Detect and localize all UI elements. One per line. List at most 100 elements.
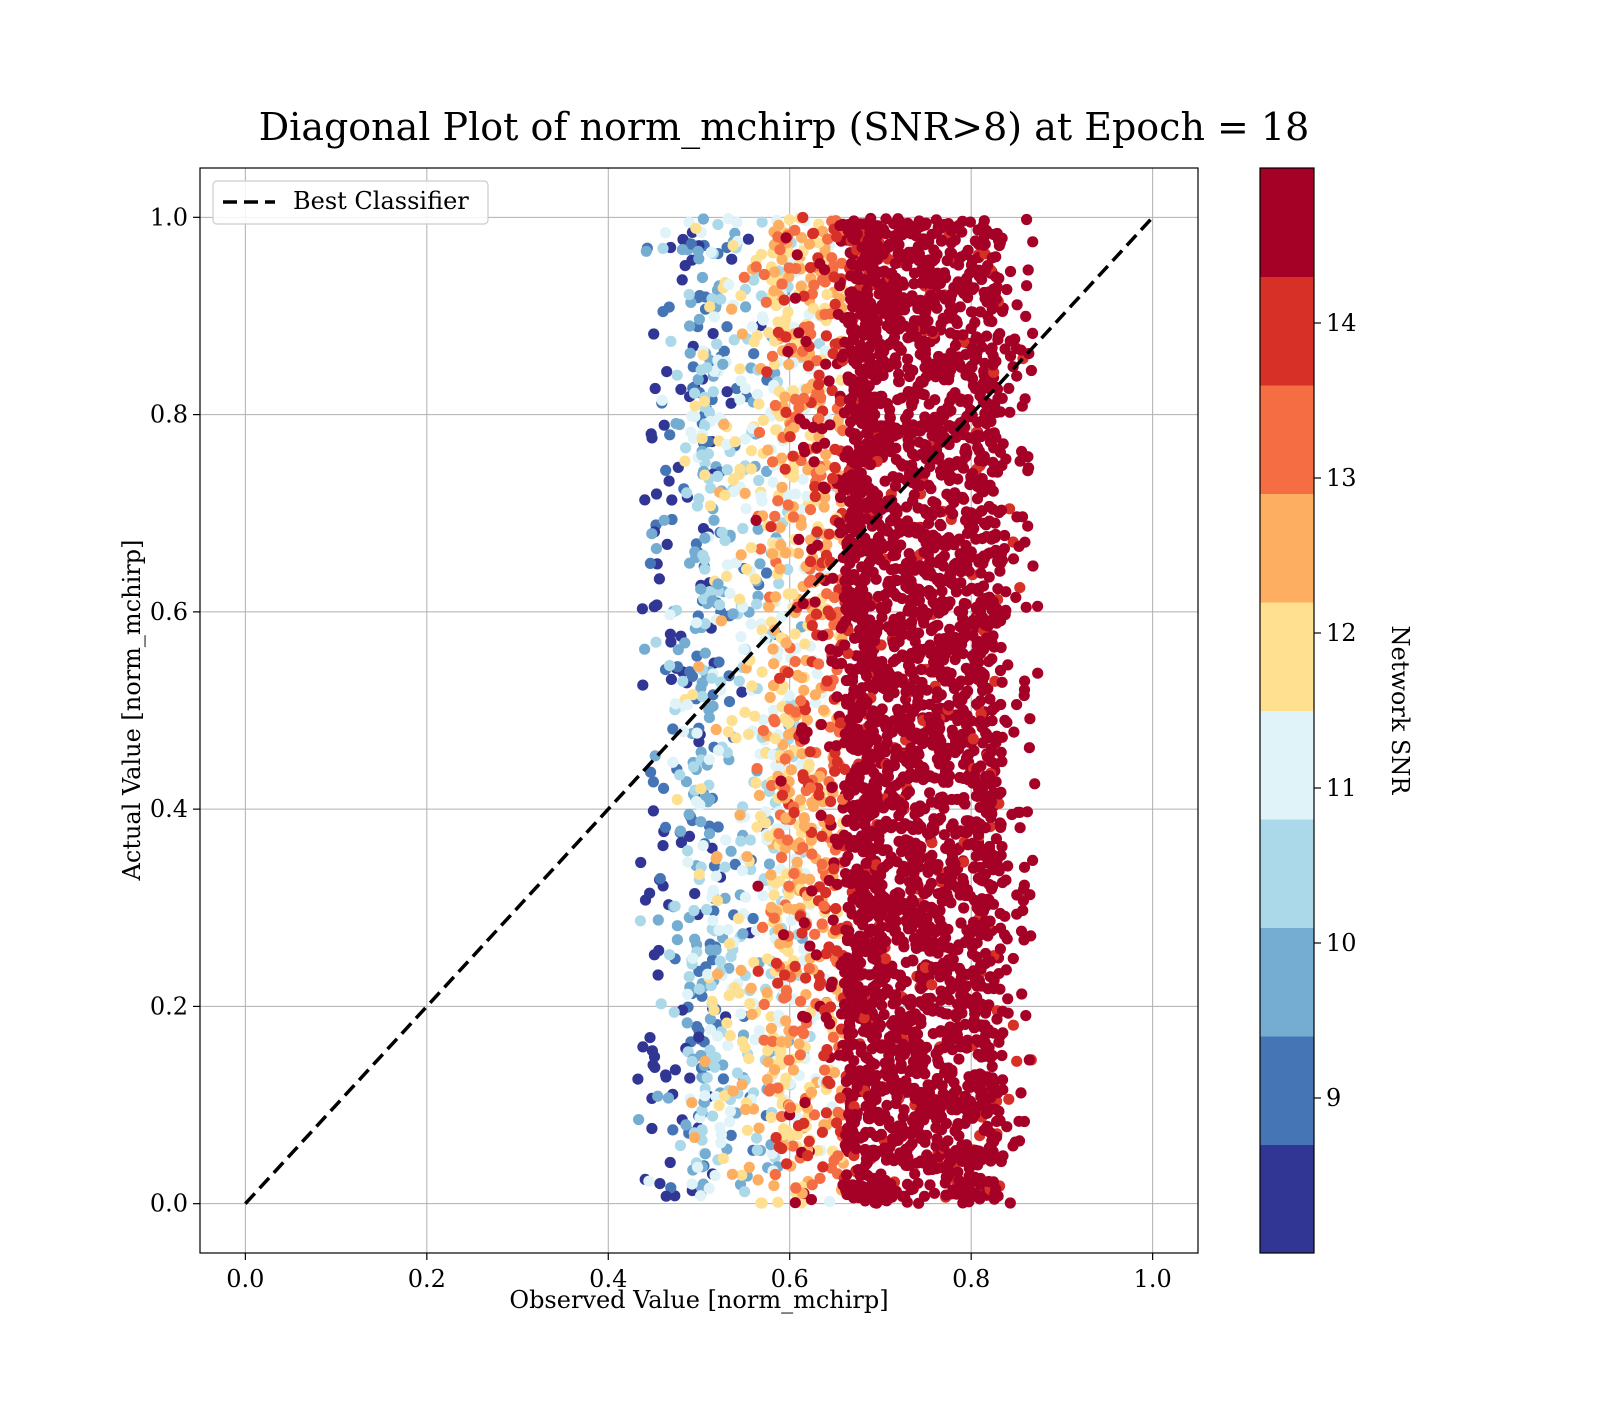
scatter-point (783, 359, 794, 370)
scatter-point (757, 666, 768, 677)
scatter-point (877, 1081, 888, 1092)
scatter-point (855, 366, 866, 377)
scatter-point (806, 849, 817, 860)
scatter-point (704, 301, 715, 312)
scatter-point (724, 1116, 735, 1127)
scatter-point (714, 1122, 725, 1133)
scatter-point (889, 1085, 900, 1096)
scatter-point (915, 983, 926, 994)
scatter-point (871, 880, 882, 891)
scatter-point (805, 782, 816, 793)
scatter-point (798, 773, 809, 784)
scatter-point (813, 658, 824, 669)
scatter-point (702, 1072, 713, 1083)
scatter-point (690, 400, 701, 411)
scatter-point (923, 518, 934, 529)
scatter-point (990, 271, 1001, 282)
scatter-point (718, 1073, 729, 1084)
scatter-point (788, 1026, 799, 1037)
scatter-point (926, 850, 937, 861)
scatter-point (1023, 264, 1034, 275)
scatter-point (924, 1179, 935, 1190)
scatter-point (776, 1036, 787, 1047)
scatter-point (790, 394, 801, 405)
scatter-point (988, 359, 999, 370)
scatter-point (774, 563, 785, 574)
scatter-point (767, 643, 778, 654)
scatter-point (725, 1106, 736, 1117)
scatter-point (780, 407, 791, 418)
scatter-point (662, 539, 673, 550)
scatter-point (952, 844, 963, 855)
scatter-point (722, 386, 733, 397)
scatter-point (755, 543, 766, 554)
scatter-point (910, 1036, 921, 1047)
scatter-point (961, 599, 972, 610)
scatter-point (873, 840, 884, 851)
scatter-point (746, 680, 757, 691)
scatter-point (763, 327, 774, 338)
scatter-point (820, 449, 831, 460)
scatter-point (945, 327, 956, 338)
scatter-point (940, 272, 951, 283)
scatter-point (712, 471, 723, 482)
scatter-point (746, 542, 757, 553)
scatter-point (742, 851, 753, 862)
scatter-point (807, 1179, 818, 1190)
scatter-point (707, 915, 718, 926)
scatter-point (1021, 602, 1032, 613)
scatter-point (749, 711, 760, 722)
scatter-point (767, 456, 778, 467)
scatter-point (962, 686, 973, 697)
scatter-point (771, 958, 782, 969)
scatter-point (789, 628, 800, 639)
scatter-point (990, 758, 1001, 769)
scatter-point (878, 802, 889, 813)
scatter-point (766, 1112, 777, 1123)
scatter-point (945, 1155, 956, 1166)
scatter-point (982, 928, 993, 939)
scatter-point (679, 456, 690, 467)
scatter-point (881, 1066, 892, 1077)
scatter-point (819, 1065, 830, 1076)
scatter-point (843, 371, 854, 382)
scatter-point (722, 924, 733, 935)
scatter-point (644, 888, 655, 899)
scatter-point (849, 234, 860, 245)
scatter-point (658, 783, 669, 794)
scatter-point (740, 1042, 751, 1053)
scatter-point (797, 842, 808, 853)
scatter-point (819, 438, 830, 449)
scatter-point (935, 888, 946, 899)
scatter-point (740, 488, 751, 499)
scatter-point (656, 998, 667, 1009)
scatter-point (795, 1049, 806, 1060)
scatter-point (972, 442, 983, 453)
scatter-point (740, 434, 751, 445)
scatter-point (660, 1069, 671, 1080)
scatter-point (905, 565, 916, 576)
scatter-point (952, 1167, 963, 1178)
scatter-point (743, 234, 754, 245)
scatter-point (928, 903, 939, 914)
scatter-point (721, 571, 732, 582)
scatter-point (665, 1157, 676, 1168)
scatter-point (1015, 822, 1026, 833)
scatter-point (740, 1104, 751, 1115)
scatter-point (802, 1150, 813, 1161)
scatter-point (844, 394, 855, 405)
scatter-point (889, 515, 900, 526)
scatter-point (694, 314, 705, 325)
scatter-point (670, 418, 681, 429)
scatter-point (726, 254, 737, 265)
scatter-point (788, 868, 799, 879)
scatter-point (646, 432, 657, 443)
scatter-point (941, 597, 952, 608)
scatter-point (817, 1127, 828, 1138)
scatter-point (843, 925, 854, 936)
scatter-point (810, 597, 821, 608)
scatter-point (985, 956, 996, 967)
scatter-point (677, 676, 688, 687)
scatter-point (992, 604, 1003, 615)
